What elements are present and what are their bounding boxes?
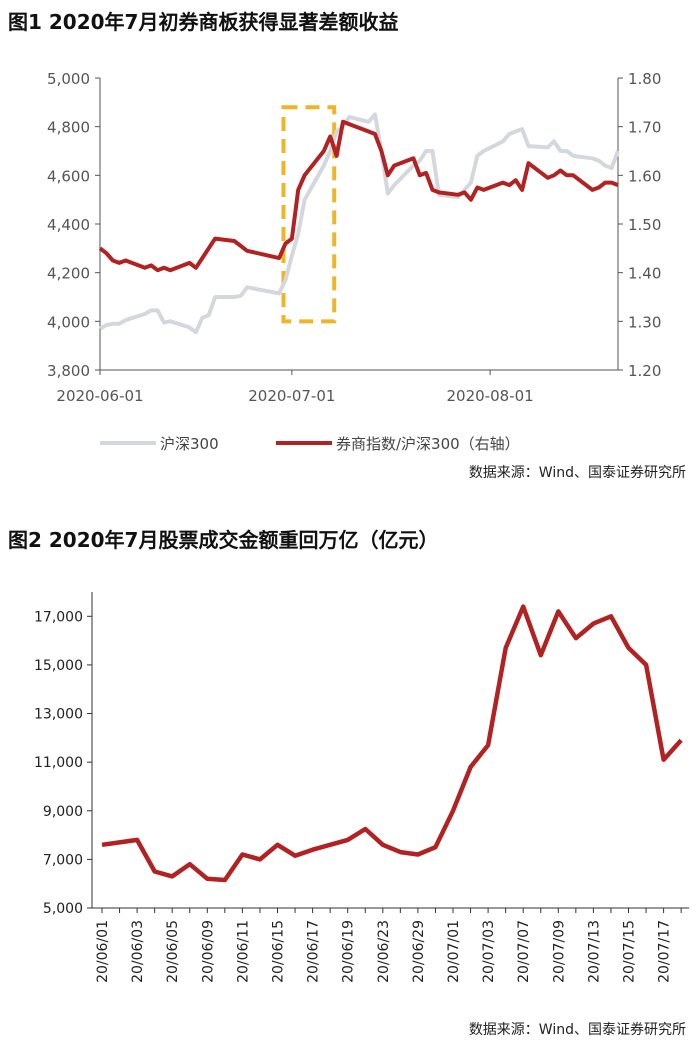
chart1-series-ratio-line [98, 119, 619, 273]
chart2-x-tick-label: 20/07/09 [551, 920, 567, 983]
chart2-x-tick-label: 20/06/29 [411, 920, 427, 983]
chart2-x-tick-label: 20/07/01 [446, 920, 462, 983]
chart1-right-tick-label: 1.60 [628, 167, 661, 185]
chart1-svg: 3,800 4,000 4,200 4,400 4,600 4,800 5,000 1.20 1… [47, 70, 661, 453]
chart1-left-tick-label: 4,600 [47, 167, 90, 185]
chart2-y-tick-label: 9,000 [43, 804, 83, 820]
chart2-y-tick-label: 15,000 [34, 658, 83, 674]
chart1-right-tick-label: 1.80 [628, 70, 661, 88]
chart1-left-tick-label: 4,800 [47, 119, 90, 137]
chart2-title: 图2 2020年7月股票成交金额重回万亿（亿元） [8, 528, 439, 552]
chart2-y-tick-label: 13,000 [34, 707, 83, 723]
chart1-left-tick-label: 4,400 [47, 216, 90, 234]
chart2-x-tick-label: 20/06/05 [165, 920, 181, 983]
chart2-y-tick-label: 5,000 [43, 901, 83, 917]
chart2-x-tick-label: 20/06/11 [235, 920, 251, 983]
chart2-source: 数据来源：Wind、国泰证券研究所 [468, 1022, 686, 1038]
chart1-source: 数据来源：Wind、国泰证券研究所 [468, 465, 686, 481]
chart2-x-tick-label: 20/06/09 [200, 920, 216, 983]
chart2-x-tick-label: 20/06/23 [376, 920, 392, 983]
chart2-x-tick-label: 20/06/17 [306, 920, 322, 983]
chart1-left-tick-label: 5,000 [47, 70, 90, 88]
chart2-x-tick-label: 20/07/07 [516, 920, 532, 983]
chart2-turnover-line [101, 604, 683, 883]
chart1-left-tick-label: 4,200 [47, 265, 90, 283]
chart1-right-tick-label: 1.70 [628, 119, 661, 137]
chart1-highlight-box [281, 105, 337, 324]
chart1-right-tick-label: 1.50 [628, 216, 661, 234]
chart2-y-tick-label: 7,000 [43, 852, 83, 868]
chart2-x-tick-label: 20/06/19 [341, 920, 357, 983]
chart2-y-tick-label: 17,000 [34, 609, 83, 625]
chart2-x-tick-label: 20/06/15 [271, 920, 287, 983]
chart1-right-tick-label: 1.20 [628, 362, 661, 380]
chart2-y-tick-label: 11,000 [34, 755, 83, 771]
chart2-x-tick-label: 20/07/13 [586, 920, 602, 983]
chart2-x-tick-label: 20/07/17 [657, 920, 673, 983]
chart1-legend-label-ratio: 券商指数/沪深300（右轴） [336, 435, 520, 453]
chart1-right-tick-label: 1.40 [628, 265, 661, 283]
chart2-x-tick-label: 20/07/03 [481, 920, 497, 983]
chart1-title: 图1 2020年7月初券商板获得显著差额收益 [8, 10, 399, 34]
chart1-left-tick-label: 3,800 [47, 362, 90, 380]
chart1-x-tick-label: 2020-06-01 [56, 387, 143, 405]
chart1-left-tick-label: 4,000 [47, 313, 90, 331]
chart2-x-tick-label: 20/06/03 [130, 920, 146, 983]
chart2-x-tick-label: 20/06/01 [95, 920, 111, 983]
chart2-x-tick-label: 20/07/15 [622, 920, 638, 983]
chart1-x-tick-label: 2020-07-01 [248, 387, 335, 405]
chart1-x-tick-label: 2020-08-01 [447, 387, 534, 405]
chart1-legend-label-hs300: 沪深300 [160, 435, 219, 453]
chart1-right-tick-label: 1.30 [628, 313, 661, 331]
chart1-series-hs300-line [99, 112, 620, 335]
